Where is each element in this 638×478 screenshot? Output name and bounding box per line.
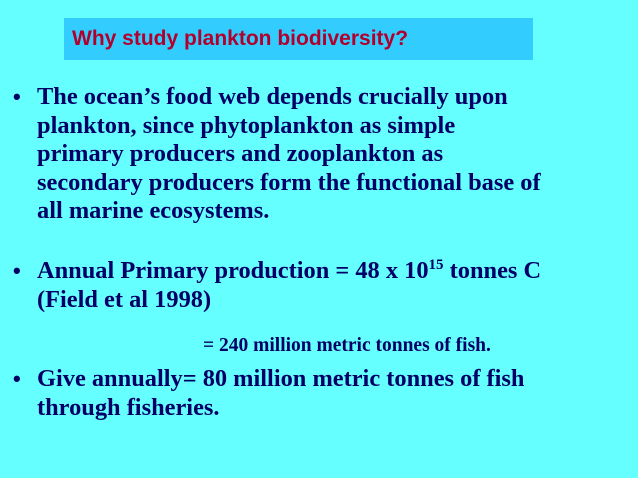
bullet-text: The ocean’s food web depends crucially u… <box>37 83 635 226</box>
bullet-dot: • <box>13 84 21 109</box>
bullet-line: Annual Primary production = 48 x 1015 to… <box>37 257 635 286</box>
bullet-line: through fisheries. <box>37 393 220 421</box>
exponent-superscript: 15 <box>428 257 444 273</box>
bullet-line: primary producers and zooplankton as <box>37 140 444 167</box>
bullet-line: Give annually= 80 million metric tonnes … <box>37 365 525 392</box>
production-value-text: Annual Primary production = 48 x 10 <box>37 257 429 284</box>
equivalence-line: = 240 million metric tonnes of fish. <box>203 335 491 356</box>
bullet-dot: • <box>13 258 21 283</box>
bullet-line: secondary producers form the functional … <box>37 168 541 196</box>
bullet-dot: • <box>13 366 21 391</box>
production-unit-text: tonnes C <box>443 257 542 284</box>
bullet-text: Annual Primary production = 48 x 1015 to… <box>37 257 635 314</box>
bullet-line: plankton, since phytoplankton as simple <box>37 111 456 139</box>
bullet-text: Give annually= 80 million metric tonnes … <box>37 365 635 422</box>
bullet-line: all marine ecosystems. <box>37 197 270 224</box>
slide-title: Why study plankton biodiversity? <box>64 18 533 60</box>
citation-line: (Field et al 1998) <box>37 285 212 313</box>
bullet-line: The ocean’s food web depends crucially u… <box>37 83 508 110</box>
